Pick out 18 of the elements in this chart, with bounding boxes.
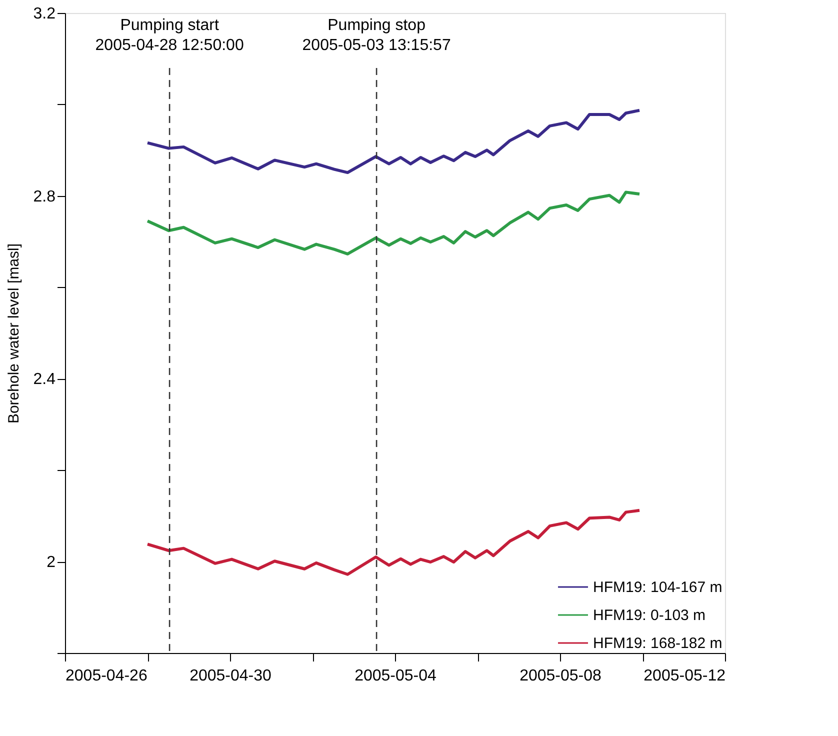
- line-series: [146, 108, 641, 174]
- ref-line-label: Pumping start 2005-04-28 12:50:00: [95, 17, 244, 54]
- y-tick-label: 3.2: [33, 6, 56, 22]
- y-tick-label: 2: [46, 554, 56, 572]
- x-tick-label: 2005-05-12: [644, 668, 726, 684]
- line-series: [146, 508, 641, 576]
- y-tick-label: 2.8: [33, 188, 56, 206]
- x-tick-label: 2005-04-26: [66, 668, 148, 684]
- x-tick-label: 2005-05-04: [354, 668, 437, 684]
- y-tick-label: 2.4: [33, 371, 56, 388]
- x-tick-label: 2005-05-08: [520, 668, 602, 684]
- line-series: [146, 190, 641, 256]
- legend-label: HFM19: 0-103 m: [593, 607, 706, 624]
- ref-line-label: Pumping stop 2005-05-03 13:15:57: [302, 17, 451, 54]
- y-axis-title: Borehole water level [masl]: [5, 243, 22, 424]
- x-tick-label: 2005-04-30: [190, 668, 272, 684]
- legend-label: HFM19: 168-182 m: [593, 635, 722, 652]
- legend-label: HFM19: 104-167 m: [593, 579, 722, 596]
